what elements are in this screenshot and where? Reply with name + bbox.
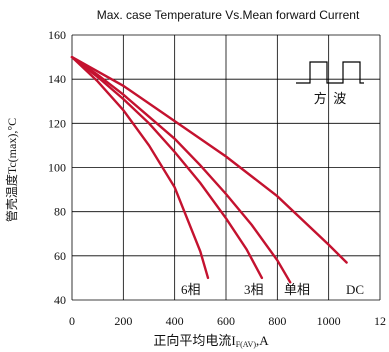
x-tick-label: 800 [268, 314, 286, 328]
x-tick-label: 200 [114, 314, 132, 328]
series-label-dc: DC [346, 282, 364, 297]
x-tick-label: 600 [217, 314, 235, 328]
series-line [70, 55, 348, 264]
chart-title: Max. case Temperature Vs.Mean forward Cu… [97, 8, 360, 22]
square-wave-inset: 方 波 [296, 61, 364, 106]
y-tick-label: 140 [48, 72, 66, 86]
y-tick-label: 40 [54, 293, 66, 307]
square-wave-label: 方 波 [314, 91, 347, 106]
y-tick-label: 120 [48, 116, 66, 130]
x-axis-label: 正向平均电流IF(AV),A [153, 333, 269, 349]
series-line [70, 55, 210, 280]
y-tick-label: 100 [48, 161, 66, 175]
series-line [70, 55, 292, 284]
y-tick-labels: 40 60 80 100 120 140 160 [48, 28, 66, 307]
x-tick-label: 400 [166, 314, 184, 328]
y-tick-label: 160 [48, 28, 66, 42]
series-label-single-phase: 单相 [284, 282, 310, 297]
x-tick-label: 0 [69, 314, 75, 328]
y-tick-label: 80 [54, 205, 66, 219]
grid-lines [71, 34, 381, 301]
x-tick-label: 12 [374, 314, 386, 328]
square-wave-icon [296, 61, 364, 84]
y-axis-label: 管壳温度Tc(max),°C [4, 118, 19, 222]
series-label-3phase: 3相 [244, 282, 264, 297]
series-line [70, 55, 264, 280]
x-tick-labels: 0 200 400 600 800 1000 12 [69, 314, 386, 328]
series-curves [70, 55, 348, 284]
x-tick-label: 1000 [317, 314, 341, 328]
series-label-6phase: 6相 [181, 282, 201, 297]
y-tick-label: 60 [54, 249, 66, 263]
